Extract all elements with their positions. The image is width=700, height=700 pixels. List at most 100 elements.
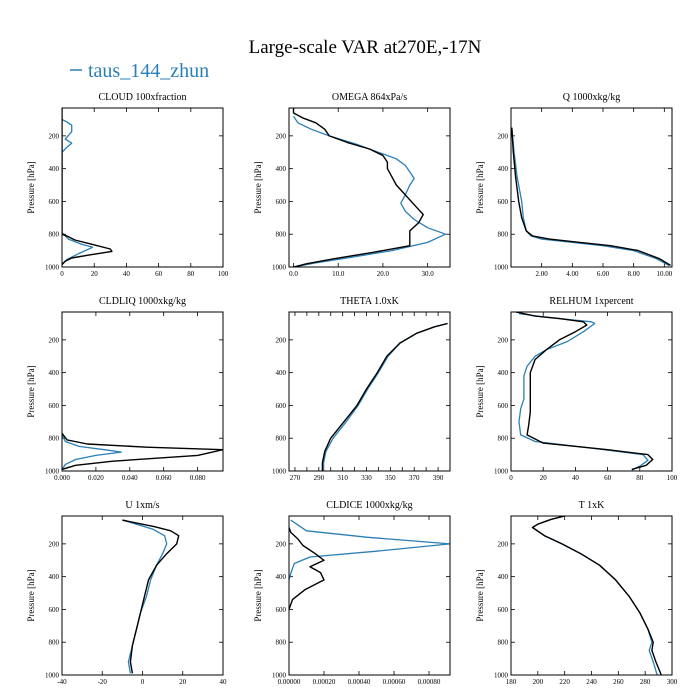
plot-frame — [510, 107, 673, 268]
y-tick-label: 800 — [498, 435, 509, 443]
y-tick-label: 800 — [276, 231, 287, 239]
series-line — [511, 127, 671, 266]
x-tick-label: 6.00 — [597, 270, 610, 278]
y-tick-label: 600 — [498, 198, 509, 206]
x-tick-label: 10.0 — [332, 270, 345, 278]
x-tick-label: 0 — [60, 270, 64, 278]
y-tick-label: 600 — [276, 198, 287, 206]
y-tick-label: 600 — [49, 606, 60, 614]
y-tick-label: 400 — [49, 165, 60, 173]
y-tick-label: 200 — [49, 132, 60, 140]
x-tick-label: 20 — [91, 270, 99, 278]
y-tick-label: 800 — [498, 231, 509, 239]
y-tick-label: 800 — [49, 435, 60, 443]
chart-panel: OMEGA 864xPa/s Pressure [hPa] 200 400 600 800… — [253, 92, 451, 278]
y-tick-label: 1000 — [494, 264, 509, 272]
x-tick-label: 40 — [220, 678, 228, 686]
x-tick-label: 80 — [636, 474, 644, 482]
series-line — [62, 108, 113, 265]
y-tick-label: 200 — [49, 540, 60, 548]
y-tick-label: 600 — [49, 198, 60, 206]
y-tick-label: 800 — [49, 231, 60, 239]
x-tick-label: 0.080 — [190, 474, 206, 482]
series-line — [122, 519, 180, 674]
y-tick-label: 1000 — [45, 468, 60, 476]
x-tick-label: 8.00 — [628, 270, 641, 278]
y-tick-label: 400 — [49, 369, 60, 377]
y-tick-label: 600 — [276, 606, 287, 614]
x-tick-label: 270 — [290, 474, 301, 482]
plot-frame — [510, 311, 673, 472]
y-tick-label: 1000 — [494, 468, 509, 476]
panel-title: CLDLIQ 1000xkg/kg — [99, 296, 186, 307]
x-tick-label: 0.020 — [88, 474, 104, 482]
y-tick-label: 400 — [276, 573, 287, 581]
series-line — [511, 127, 670, 266]
y-tick-label: 600 — [276, 402, 287, 410]
x-tick-label: 0.00020 — [313, 678, 336, 686]
x-tick-label: 40 — [572, 474, 580, 482]
x-tick-label: 0.060 — [156, 474, 172, 482]
x-tick-label: 0 — [509, 474, 513, 482]
x-tick-label: 0.000 — [54, 474, 70, 482]
plot-frame — [61, 515, 224, 676]
series-line — [292, 108, 424, 267]
x-tick-label: 370 — [409, 474, 420, 482]
series-line — [62, 432, 223, 471]
series-line — [322, 322, 448, 471]
y-tick-label: 600 — [498, 606, 509, 614]
x-tick-label: 80 — [187, 270, 195, 278]
x-tick-label: 300 — [667, 678, 678, 686]
series-line — [531, 516, 658, 675]
x-tick-label: 2.00 — [536, 270, 549, 278]
x-tick-label: -40 — [57, 678, 67, 686]
x-tick-label: 100 — [667, 474, 678, 482]
plot-frame — [510, 515, 673, 676]
y-axis-label: Pressure [hPa] — [475, 569, 485, 621]
y-tick-label: 800 — [49, 639, 60, 647]
x-tick-label: 100 — [218, 270, 229, 278]
plot-frame — [288, 107, 451, 268]
y-tick-label: 400 — [276, 165, 287, 173]
x-tick-label: 60 — [604, 474, 612, 482]
series-line — [292, 115, 447, 267]
y-tick-label: 800 — [498, 639, 509, 647]
x-tick-label: 0 — [141, 678, 145, 686]
y-tick-label: 400 — [276, 369, 287, 377]
x-tick-label: 200 — [533, 678, 544, 686]
x-tick-label: 10.00 — [656, 270, 672, 278]
plot-frame — [288, 311, 451, 472]
plot-frame — [288, 515, 451, 676]
legend-label: taus_144_zhun — [88, 60, 209, 82]
series-line — [62, 118, 94, 265]
y-tick-label: 1000 — [45, 672, 60, 680]
y-tick-label: 1000 — [272, 468, 287, 476]
figure-title: Large-scale VAR at270E,-17N — [249, 37, 482, 58]
y-tick-label: 1000 — [494, 672, 509, 680]
x-tick-label: 0.00000 — [278, 678, 301, 686]
plot-frame — [61, 107, 224, 268]
x-tick-label: 30.0 — [422, 270, 435, 278]
plot-frame — [61, 311, 224, 472]
y-tick-label: 1000 — [272, 264, 287, 272]
x-tick-label: 0.00080 — [418, 678, 441, 686]
y-tick-label: 1000 — [272, 672, 287, 680]
y-tick-label: 200 — [49, 336, 60, 344]
x-tick-label: 4.00 — [566, 270, 579, 278]
y-axis-label: Pressure [hPa] — [26, 569, 36, 621]
x-tick-label: 0.0 — [289, 270, 298, 278]
y-tick-label: 200 — [498, 132, 509, 140]
chart-panel: CLDLIQ 1000xkg/kg Pressure [hPa] 200 400 600… — [26, 296, 224, 482]
y-axis-label: Pressure [hPa] — [253, 161, 263, 213]
panel-title: RELHUM 1xpercent — [549, 296, 633, 307]
y-tick-label: 600 — [498, 402, 509, 410]
x-tick-label: -20 — [98, 678, 108, 686]
y-axis-label: Pressure [hPa] — [253, 569, 263, 621]
panel-title: T 1xK — [579, 500, 605, 511]
panel-title: CLDICE 1000xkg/kg — [326, 500, 412, 511]
y-axis-label: Pressure [hPa] — [475, 365, 485, 417]
